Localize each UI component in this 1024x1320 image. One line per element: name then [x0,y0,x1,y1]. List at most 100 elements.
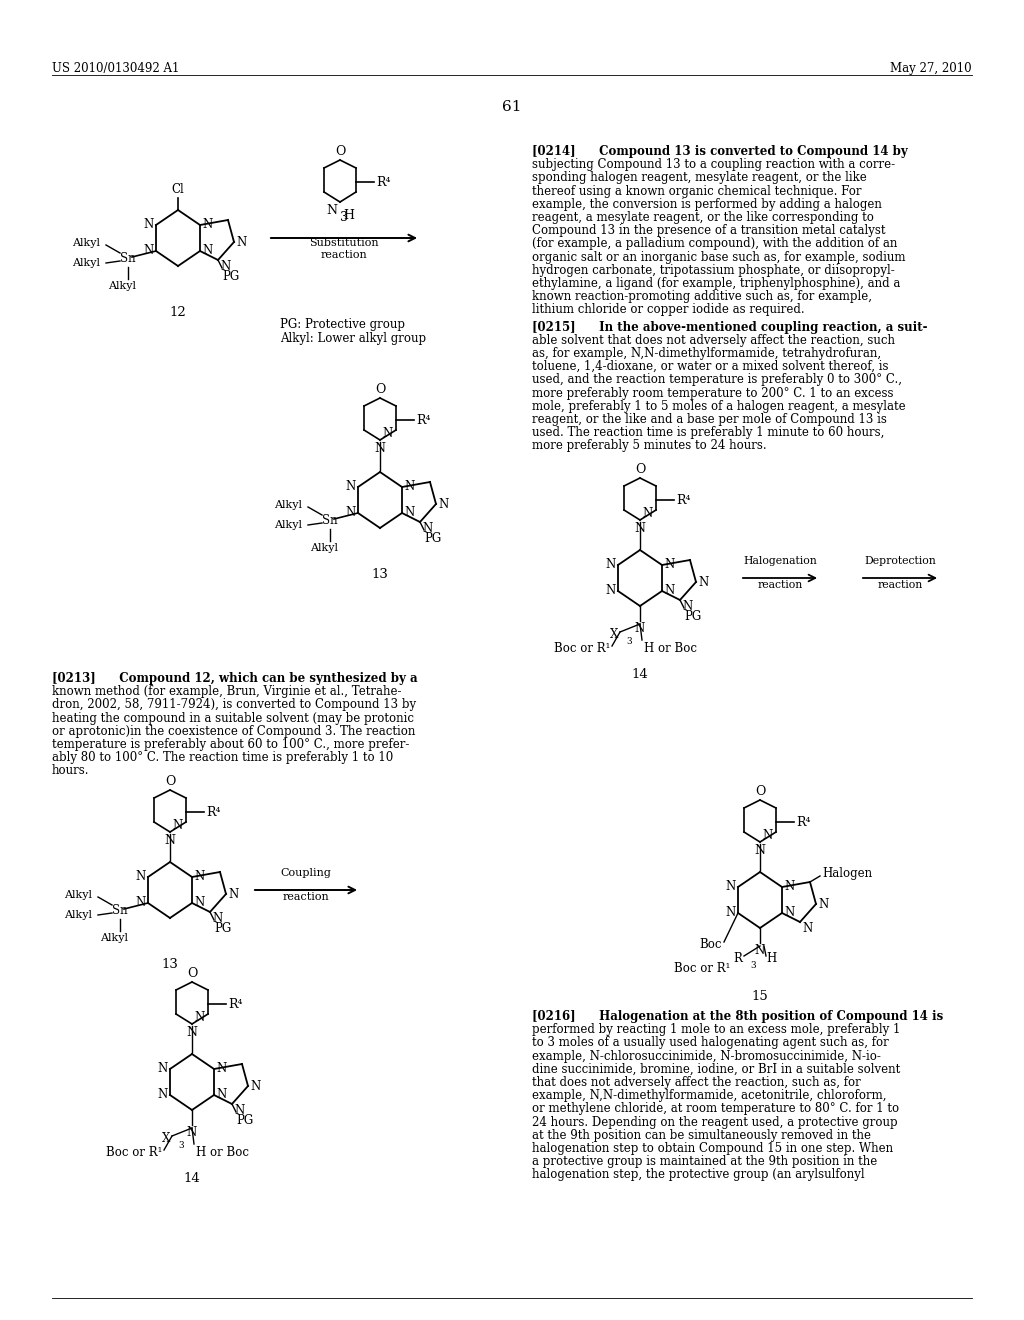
Text: heating the compound in a suitable solvent (may be protonic: heating the compound in a suitable solve… [52,711,414,725]
Text: to 3 moles of a usually used halogenating agent such as, for: to 3 moles of a usually used halogenatin… [532,1036,889,1049]
Text: N: N [202,244,212,257]
Text: N: N [664,585,674,598]
Text: N: N [635,622,645,635]
Text: H or Boc: H or Boc [644,642,697,655]
Text: 14: 14 [632,668,648,681]
Text: N: N [228,887,239,900]
Text: subjecting Compound 13 to a coupling reaction with a corre-: subjecting Compound 13 to a coupling rea… [532,158,895,172]
Text: N: N [818,898,828,911]
Text: toluene, 1,4-dioxane, or water or a mixed solvent thereof, is: toluene, 1,4-dioxane, or water or a mixe… [532,360,889,374]
Text: known reaction-promoting additive such as, for example,: known reaction-promoting additive such a… [532,290,872,304]
Text: N: N [194,870,204,883]
Text: or aprotonic)in the coexistence of Compound 3. The reaction: or aprotonic)in the coexistence of Compo… [52,725,416,738]
Text: Alkyl: Alkyl [63,890,92,900]
Text: X: X [609,627,618,640]
Text: thereof using a known organic chemical technique. For: thereof using a known organic chemical t… [532,185,861,198]
Text: N: N [606,558,616,572]
Text: N: N [726,880,736,894]
Text: N: N [172,818,182,832]
Text: a protective group is maintained at the 9th position in the: a protective group is maintained at the … [532,1155,878,1168]
Text: performed by reacting 1 mole to an excess mole, preferably 1: performed by reacting 1 mole to an exces… [532,1023,900,1036]
Text: (for example, a palladium compound), with the addition of an: (for example, a palladium compound), wit… [532,238,897,251]
Text: N: N [784,907,795,920]
Text: N: N [234,1104,245,1117]
Text: N: N [346,480,356,494]
Text: used. The reaction time is preferably 1 minute to 60 hours,: used. The reaction time is preferably 1 … [532,426,885,440]
Text: Boc or R¹: Boc or R¹ [554,642,610,655]
Text: 3: 3 [340,211,348,224]
Text: PG: PG [424,532,441,545]
Text: PG: PG [236,1114,253,1127]
Text: R⁴: R⁴ [416,413,430,426]
Text: N: N [404,480,415,494]
Text: N: N [220,260,230,273]
Text: PG: PG [222,271,240,282]
Text: Deprotection: Deprotection [864,556,936,566]
Text: as, for example, N,N-dimethylformamide, tetrahydrofuran,: as, for example, N,N-dimethylformamide, … [532,347,881,360]
Text: hours.: hours. [52,764,89,777]
Text: reaction: reaction [321,249,368,260]
Text: O: O [375,383,385,396]
Text: N: N [346,507,356,520]
Text: that does not adversely affect the reaction, such as, for: that does not adversely affect the react… [532,1076,861,1089]
Text: Alkyl: Lower alkyl group: Alkyl: Lower alkyl group [280,333,426,345]
Text: N: N [250,1080,260,1093]
Text: N: N [326,205,337,216]
Text: [0216]  Halogenation at the 8th position of Compound 14 is: [0216] Halogenation at the 8th position … [532,1010,943,1023]
Text: N: N [194,896,204,909]
Text: PG: PG [684,610,701,623]
Text: Alkyl: Alkyl [63,909,92,920]
Text: 14: 14 [183,1172,201,1185]
Text: N: N [186,1026,198,1039]
Text: O: O [335,145,345,158]
Text: temperature is preferably about 60 to 100° C., more prefer-: temperature is preferably about 60 to 10… [52,738,410,751]
Text: N: N [186,1126,198,1139]
Text: Sn: Sn [323,515,338,528]
Text: Compound 13 in the presence of a transition metal catalyst: Compound 13 in the presence of a transit… [532,224,886,238]
Text: Alkyl: Alkyl [274,520,302,531]
Text: Sn: Sn [113,904,128,917]
Text: N: N [698,576,709,589]
Text: dine succinimide, bromine, iodine, or BrI in a suitable solvent: dine succinimide, bromine, iodine, or Br… [532,1063,900,1076]
Text: halogenation step, the protective group (an arylsulfonyl: halogenation step, the protective group … [532,1168,864,1181]
Text: Coupling: Coupling [281,869,332,878]
Text: R⁴: R⁴ [206,805,220,818]
Text: N: N [382,426,392,440]
Text: or methylene chloride, at room temperature to 80° C. for 1 to: or methylene chloride, at room temperatu… [532,1102,899,1115]
Text: known method (for example, Brun, Virginie et al., Tetrahe-: known method (for example, Brun, Virgini… [52,685,401,698]
Text: reagent, or the like and a base per mole of Compound 13 is: reagent, or the like and a base per mole… [532,413,887,426]
Text: Boc: Boc [699,937,722,950]
Text: 13: 13 [162,958,178,972]
Text: N: N [143,244,154,257]
Text: example, N,N-dimethylformamide, acetonitrile, chloroform,: example, N,N-dimethylformamide, acetonit… [532,1089,887,1102]
Text: Boc or R¹: Boc or R¹ [674,962,730,975]
Text: N: N [158,1089,168,1101]
Text: Alkyl: Alkyl [310,543,338,553]
Text: mole, preferably 1 to 5 moles of a halogen reagent, a mesylate: mole, preferably 1 to 5 moles of a halog… [532,400,905,413]
Text: R⁴: R⁴ [376,176,390,189]
Text: Halogen: Halogen [822,867,872,880]
Text: [0213]  Compound 12, which can be synthesized by a: [0213] Compound 12, which can be synthes… [52,672,418,685]
Text: N: N [802,921,812,935]
Text: ethylamine, a ligand (for example, triphenylphosphine), and a: ethylamine, a ligand (for example, triph… [532,277,900,290]
Text: used, and the reaction temperature is preferably 0 to 300° C.,: used, and the reaction temperature is pr… [532,374,902,387]
Text: N: N [664,558,674,572]
Text: N: N [165,834,175,847]
Text: H or Boc: H or Boc [196,1146,249,1159]
Text: Boc or R¹: Boc or R¹ [105,1146,162,1159]
Text: 24 hours. Depending on the reagent used, a protective group: 24 hours. Depending on the reagent used,… [532,1115,898,1129]
Text: R: R [733,952,742,965]
Text: dron, 2002, 58, 7911-7924), is converted to Compound 13 by: dron, 2002, 58, 7911-7924), is converted… [52,698,416,711]
Text: PG: PG [214,921,231,935]
Text: N: N [642,507,652,520]
Text: H: H [343,209,354,222]
Text: N: N [202,219,212,231]
Text: 3: 3 [626,638,632,645]
Text: hydrogen carbonate, tripotassium phosphate, or diisopropyl-: hydrogen carbonate, tripotassium phospha… [532,264,895,277]
Text: N: N [236,235,246,248]
Text: reagent, a mesylate reagent, or the like corresponding to: reagent, a mesylate reagent, or the like… [532,211,873,224]
Text: N: N [606,585,616,598]
Text: reaction: reaction [758,579,803,590]
Text: Cl: Cl [172,183,184,195]
Text: R⁴: R⁴ [228,998,243,1011]
